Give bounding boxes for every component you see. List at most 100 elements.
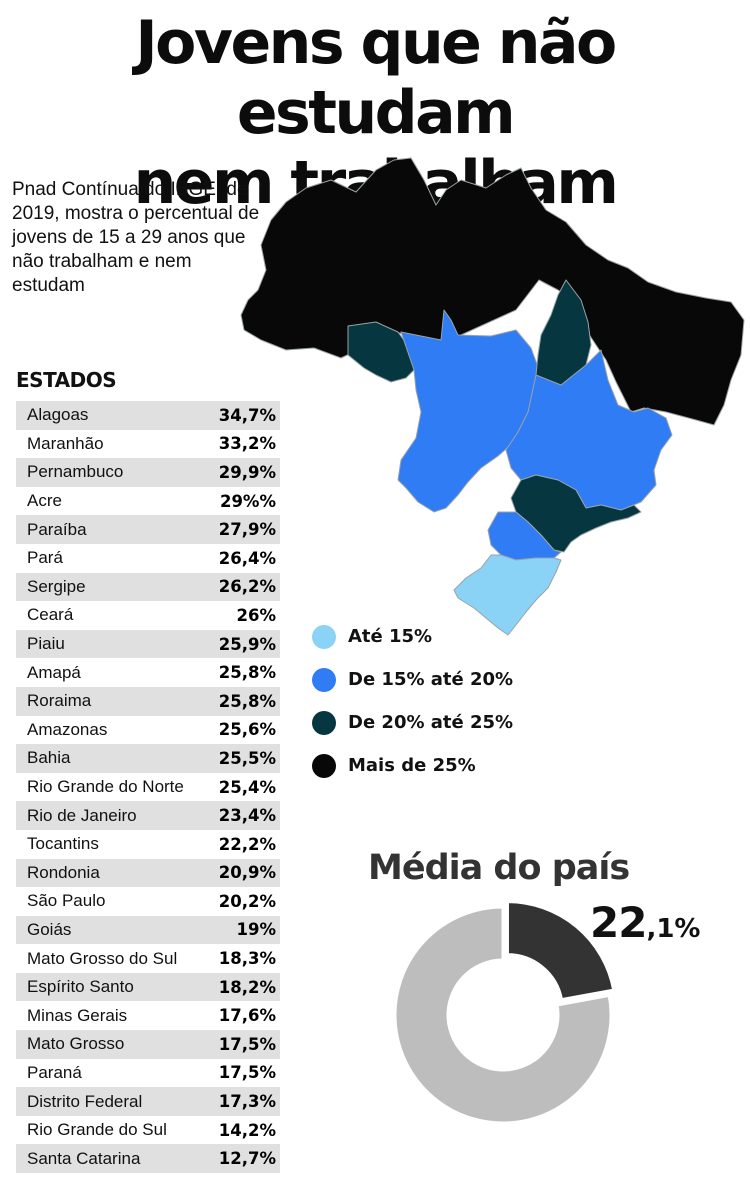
state-name: Paraná xyxy=(27,1062,82,1082)
state-name: Espírito Santo xyxy=(27,977,134,997)
state-name: Rio Grande do Norte xyxy=(27,777,184,797)
state-value: 34,7% xyxy=(218,405,276,425)
state-row: Mato Grosso 17,5% xyxy=(16,1030,280,1059)
state-row: Tocantins 22,2% xyxy=(16,830,280,859)
legend-item: De 15% até 20% xyxy=(312,658,513,701)
state-value: 26,2% xyxy=(218,577,276,597)
state-value: 27,9% xyxy=(218,520,276,540)
map-region-center-west xyxy=(397,309,542,513)
legend-swatch xyxy=(312,667,336,692)
state-name: Rio de Janeiro xyxy=(27,805,137,825)
state-value: 25,9% xyxy=(218,634,276,654)
state-name: Tocantins xyxy=(27,834,99,854)
state-name: Pará xyxy=(27,548,63,568)
state-row: Rondonia 20,9% xyxy=(16,858,280,888)
state-row: Paraíba 27,9% xyxy=(16,515,280,544)
state-value: 23,4% xyxy=(218,806,276,826)
legend-label: Até 15% xyxy=(348,626,433,647)
state-value: 14,2% xyxy=(218,1120,276,1140)
donut-slice-average xyxy=(505,900,616,1002)
legend-item: Mais de 25% xyxy=(312,744,513,787)
state-name: Maranhão xyxy=(27,433,104,453)
state-row: Alagoas 34,7% xyxy=(16,401,280,430)
state-value: 25,8% xyxy=(218,663,276,683)
state-row: Amapá 25,8% xyxy=(16,658,280,687)
state-name: Pernambuco xyxy=(27,462,124,482)
state-row: Amazonas 25,6% xyxy=(16,716,280,745)
state-row: Acre 29%% xyxy=(16,487,280,516)
map-region-north xyxy=(240,157,745,426)
state-name: Roraima xyxy=(27,691,92,711)
state-value: 25,5% xyxy=(218,748,276,768)
state-value: 26,4% xyxy=(218,548,276,568)
state-name: Distrito Federal xyxy=(27,1091,143,1111)
map-region-south xyxy=(453,554,562,636)
state-value: 17,5% xyxy=(218,1034,276,1054)
legend-swatch xyxy=(312,624,336,649)
state-value: 17,6% xyxy=(218,1006,276,1026)
state-row: Distrito Federal 17,3% xyxy=(16,1087,280,1116)
state-name: Amazonas xyxy=(27,719,108,739)
state-name: Rondonia xyxy=(27,862,100,882)
state-row: Rio de Janeiro 23,4% xyxy=(16,801,280,830)
state-row: Goiás 19% xyxy=(16,915,280,945)
intro-text: Pnad Contínua do IBGE, de 2019, mostra o… xyxy=(12,179,260,296)
map-region-center-east xyxy=(505,349,673,511)
state-row: Piaiu 25,9% xyxy=(16,629,280,659)
legend-label: De 20% até 25% xyxy=(348,712,514,733)
state-value: 26% xyxy=(236,605,277,625)
average-value-int: 22 xyxy=(590,898,647,947)
donut-slice-rest xyxy=(393,905,613,1125)
state-name: Goiás xyxy=(27,919,72,939)
brazil-map xyxy=(240,157,745,636)
state-value: 25,6% xyxy=(218,720,276,740)
state-row: Ceará 26% xyxy=(16,601,280,630)
state-value: 18,2% xyxy=(218,977,276,997)
state-name: São Paulo xyxy=(27,891,106,911)
state-value: 20,2% xyxy=(218,891,276,911)
state-name: Alagoas xyxy=(27,405,89,425)
state-value: 25,8% xyxy=(218,691,276,711)
state-row: Roraima 25,8% xyxy=(16,686,280,716)
average-donut-chart xyxy=(393,900,616,1125)
title-line-1: Jovens que não estudam xyxy=(135,8,617,148)
average-value-dec: ,1% xyxy=(646,914,701,944)
state-row: Pernambuco 29,9% xyxy=(16,458,280,487)
state-name: Ceará xyxy=(27,605,74,625)
state-value: 18,3% xyxy=(218,949,276,969)
legend-swatch xyxy=(312,710,336,735)
state-name: Acre xyxy=(27,491,62,511)
state-list: Alagoas 34,7% Maranhão 33,2% Pernambuco 29,9%… xyxy=(16,401,280,1174)
state-name: Mato Grosso xyxy=(27,1034,125,1054)
state-name: Mato Grosso do Sul xyxy=(27,948,178,968)
state-row: Rio Grande do Norte 25,4% xyxy=(16,773,280,802)
state-value: 17,3% xyxy=(218,1092,276,1112)
state-name: Piaiu xyxy=(27,634,65,654)
state-name: Amapá xyxy=(27,662,81,682)
state-value: 20,9% xyxy=(218,863,276,883)
state-name: Paraíba xyxy=(27,519,87,539)
legend-swatch xyxy=(312,753,336,778)
state-name: Sergipe xyxy=(27,576,86,596)
state-value: 29%% xyxy=(219,491,276,511)
state-name: Bahia xyxy=(27,748,71,768)
state-value: 19% xyxy=(236,920,277,940)
state-name: Santa Catarina xyxy=(27,1148,141,1168)
state-row: São Paulo 20,2% xyxy=(16,887,280,916)
average-value: 22,1% xyxy=(590,898,700,947)
state-value: 33,2% xyxy=(218,434,276,454)
state-row: Maranhão 33,2% xyxy=(16,430,280,459)
legend-item: Até 15% xyxy=(312,615,513,658)
map-region-rondonia xyxy=(347,321,417,383)
average-title: Média do país xyxy=(368,848,630,888)
state-value: 29,9% xyxy=(218,462,276,482)
states-heading: ESTADOS xyxy=(16,368,117,392)
state-row: Mato Grosso do Sul 18,3% xyxy=(16,944,280,973)
state-row: Bahia 25,5% xyxy=(16,744,280,773)
state-row: Espírito Santo 18,2% xyxy=(16,972,280,1002)
state-name: Rio Grande do Sul xyxy=(27,1120,167,1140)
state-row: Santa Catarina 12,7% xyxy=(16,1144,280,1174)
state-value: 25,4% xyxy=(218,777,276,797)
state-row: Paraná 17,5% xyxy=(16,1059,280,1088)
state-row: Sergipe 26,2% xyxy=(16,572,280,602)
